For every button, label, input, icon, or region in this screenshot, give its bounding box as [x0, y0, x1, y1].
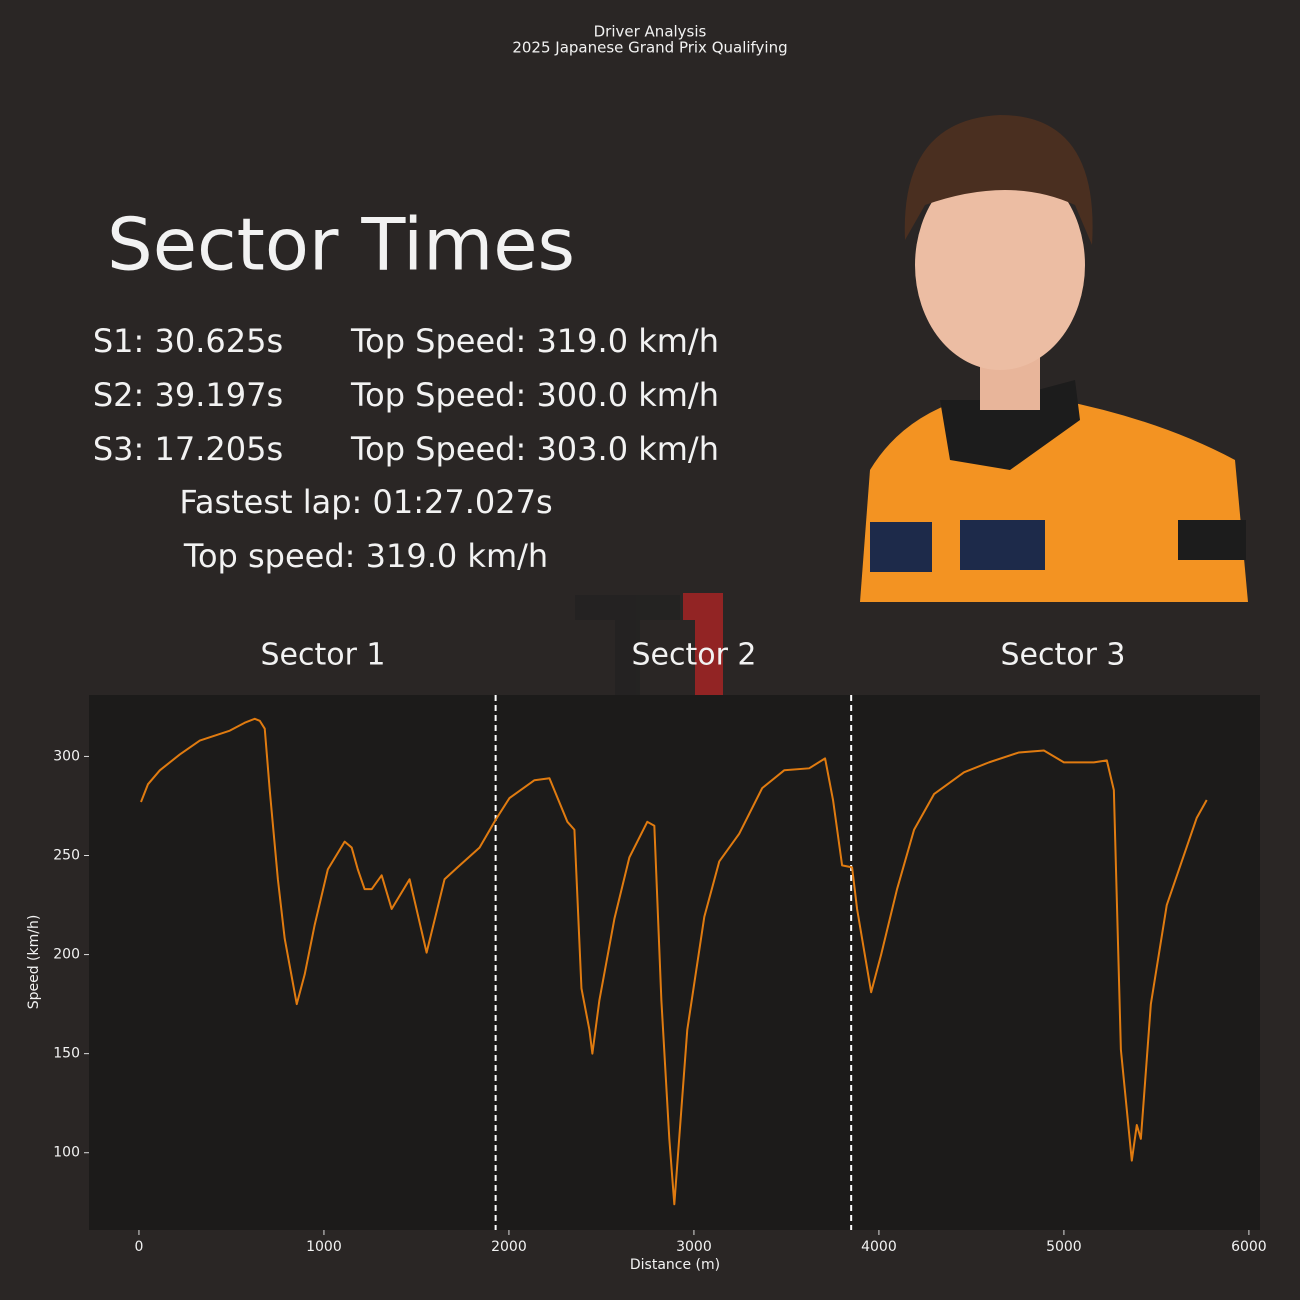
speed-line	[140, 717, 1208, 1206]
sector-speed: Top Speed: 300.0 km/h	[350, 376, 719, 414]
x-tick-label: 4000	[861, 1239, 897, 1255]
sector-speed: Top Speed: 319.0 km/h	[350, 322, 719, 360]
sector-label: Sector 2	[631, 638, 756, 673]
top-speed: Top speed: 319.0 km/h	[183, 537, 548, 575]
watermark	[575, 593, 723, 708]
plot-area	[89, 695, 1260, 1230]
y-tick-label: 300	[53, 748, 80, 764]
sector-time: S1: 30.625s	[93, 322, 283, 360]
sector-label: Sector 3	[1000, 638, 1125, 673]
sector-speed: Top Speed: 303.0 km/h	[350, 430, 719, 468]
fastest-lap: Fastest lap: 01:27.027s	[179, 483, 552, 521]
y-tick-label: 250	[53, 848, 80, 864]
x-tick-label: 5000	[1046, 1239, 1082, 1255]
sector-time: S3: 17.205s	[93, 430, 283, 468]
y-tick-label: 200	[53, 947, 80, 963]
x-tick-label: 2000	[491, 1239, 527, 1255]
x-tick-label: 3000	[676, 1239, 712, 1255]
x-axis-label: Distance (m)	[630, 1257, 720, 1273]
y-tick-label: 100	[53, 1145, 80, 1161]
sector-time: S2: 39.197s	[93, 376, 283, 414]
sector-label: Sector 1	[260, 638, 385, 673]
x-tick-label: 0	[134, 1239, 143, 1255]
chart-title: Driver Analysis	[594, 23, 707, 41]
x-tick-label: 6000	[1231, 1239, 1267, 1255]
y-tick-label: 150	[53, 1046, 80, 1062]
chart-subtitle: 2025 Japanese Grand Prix Qualifying	[512, 39, 787, 57]
y-axis-label: Speed (km/h)	[26, 915, 42, 1010]
panel-heading: Sector Times	[107, 203, 575, 287]
x-tick-label: 1000	[306, 1239, 342, 1255]
driver-photo	[860, 115, 1248, 602]
